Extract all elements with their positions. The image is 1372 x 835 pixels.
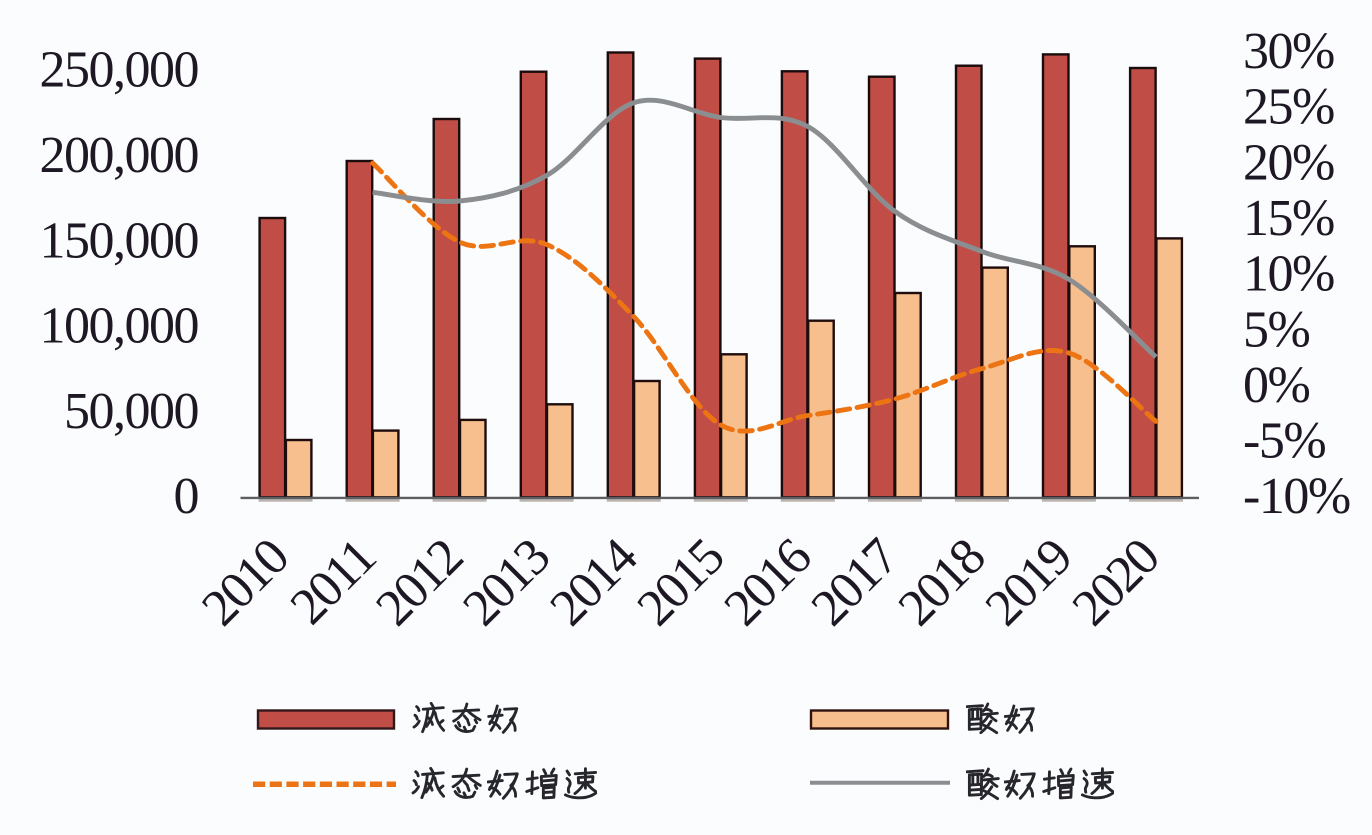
- svg-text:0: 0: [174, 468, 199, 525]
- svg-text:30%: 30%: [1243, 23, 1334, 80]
- svg-text:-10%: -10%: [1243, 468, 1350, 525]
- svg-text:10%: 10%: [1243, 246, 1334, 303]
- svg-text:15%: 15%: [1243, 190, 1334, 247]
- svg-text:0%: 0%: [1243, 357, 1310, 414]
- svg-text:-5%: -5%: [1243, 413, 1325, 470]
- svg-text:20%: 20%: [1243, 134, 1334, 191]
- svg-text:25%: 25%: [1243, 79, 1334, 136]
- svg-text:150,000: 150,000: [40, 212, 199, 269]
- svg-text:50,000: 50,000: [64, 383, 199, 440]
- svg-text:200,000: 200,000: [40, 127, 199, 184]
- svg-text:5%: 5%: [1243, 301, 1310, 358]
- svg-text:250,000: 250,000: [40, 42, 199, 99]
- svg-text:100,000: 100,000: [40, 298, 199, 355]
